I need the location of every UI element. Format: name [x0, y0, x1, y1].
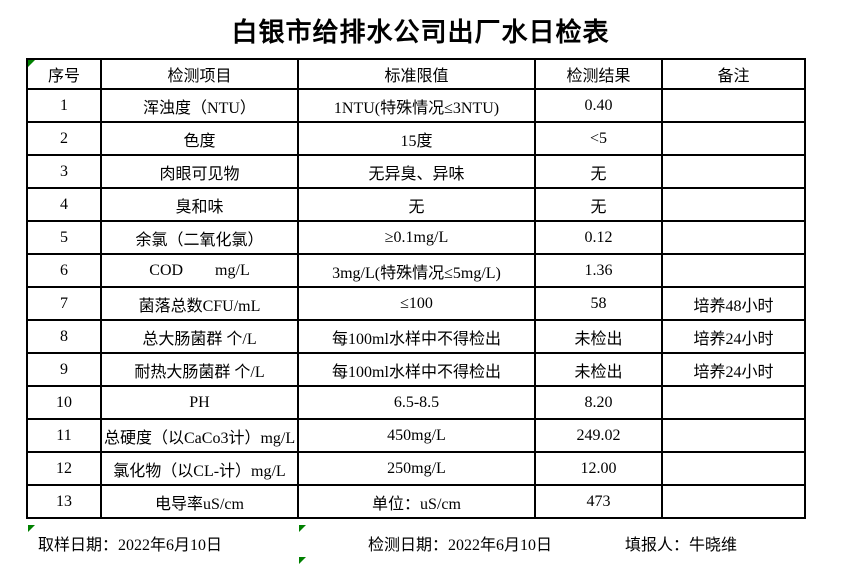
cell-item[interactable]: 色度: [100, 121, 299, 156]
page-title: 白银市给排水公司出厂水日检表: [231, 18, 610, 47]
header-limit: 标准限值: [297, 58, 536, 90]
cell-result[interactable]: 未检出: [534, 352, 663, 387]
table-row: 1 浑浊度（NTU） 1NTU(特殊情况≤3NTU) 0.40: [26, 88, 806, 123]
cell-limit[interactable]: 6.5-8.5: [297, 385, 536, 420]
table-row: 5 余氯（二氧化氯） ≥0.1mg/L 0.12: [26, 220, 806, 255]
cell-item[interactable]: 耐热大肠菌群 个/L: [100, 352, 299, 387]
cell-remark[interactable]: [661, 88, 806, 123]
reporter[interactable]: 填报人：牛晓维: [625, 537, 738, 554]
cell-no[interactable]: 2: [26, 121, 102, 156]
cell-item[interactable]: COD mg/L: [100, 253, 299, 288]
table-row: 10 PH 6.5-8.5 8.20: [26, 385, 806, 420]
cell-item[interactable]: 电导率uS/cm: [100, 484, 299, 519]
cell-remark[interactable]: [661, 451, 806, 486]
cell-limit[interactable]: 无异臭、异味: [297, 154, 536, 189]
cell-item[interactable]: 浑浊度（NTU）: [100, 88, 299, 123]
cell-result[interactable]: 249.02: [534, 418, 663, 453]
excel-error-marker-icon: [28, 525, 35, 532]
cell-result[interactable]: 0.40: [534, 88, 663, 123]
cell-item[interactable]: 总大肠菌群 个/L: [100, 319, 299, 354]
daily-check-table: 序号 检测项目 标准限值 检测结果 备注 1 浑浊度（NTU） 1NTU(特殊情…: [26, 58, 806, 519]
cell-limit[interactable]: 每100ml水样中不得检出: [297, 319, 536, 354]
cell-result[interactable]: 8.20: [534, 385, 663, 420]
table-row: 4 臭和味 无 无: [26, 187, 806, 222]
cell-remark[interactable]: 培养24小时: [661, 352, 806, 387]
cell-result[interactable]: 473: [534, 484, 663, 519]
cell-item[interactable]: 菌落总数CFU/mL: [100, 286, 299, 321]
cell-no[interactable]: 4: [26, 187, 102, 222]
table-row: 12 氯化物（以CL-计）mg/L 250mg/L 12.00: [26, 451, 806, 486]
cell-result[interactable]: 58: [534, 286, 663, 321]
cell-result[interactable]: 未检出: [534, 319, 663, 354]
cell-remark[interactable]: [661, 385, 806, 420]
table-row: 2 色度 15度 <5: [26, 121, 806, 156]
cell-remark[interactable]: 培养24小时: [661, 319, 806, 354]
cell-item[interactable]: PH: [100, 385, 299, 420]
cell-result[interactable]: 1.36: [534, 253, 663, 288]
cell-no[interactable]: 10: [26, 385, 102, 420]
cell-no[interactable]: 7: [26, 286, 102, 321]
table-row: 9 耐热大肠菌群 个/L 每100ml水样中不得检出 未检出 培养24小时: [26, 352, 806, 387]
cell-item[interactable]: 肉眼可见物: [100, 154, 299, 189]
header-row: 序号 检测项目 标准限值 检测结果 备注: [26, 58, 806, 90]
header-no: 序号: [26, 58, 102, 90]
cell-no[interactable]: 9: [26, 352, 102, 387]
table-row: 3 肉眼可见物 无异臭、异味 无: [26, 154, 806, 189]
cell-limit[interactable]: 3mg/L(特殊情况≤5mg/L): [297, 253, 536, 288]
cell-limit[interactable]: 无: [297, 187, 536, 222]
cell-limit[interactable]: 15度: [297, 121, 536, 156]
cell-remark[interactable]: [661, 187, 806, 222]
header-result: 检测结果: [534, 58, 663, 90]
excel-error-marker-icon: [299, 525, 306, 532]
header-item: 检测项目: [100, 58, 299, 90]
table-row: 8 总大肠菌群 个/L 每100ml水样中不得检出 未检出 培养24小时: [26, 319, 806, 354]
cell-item[interactable]: 氯化物（以CL-计）mg/L: [100, 451, 299, 486]
cell-no[interactable]: 12: [26, 451, 102, 486]
cell-remark[interactable]: 培养48小时: [661, 286, 806, 321]
cell-result[interactable]: 12.00: [534, 451, 663, 486]
header-remark: 备注: [661, 58, 806, 90]
cell-item[interactable]: 总硬度（以CaCo3计）mg/L: [100, 418, 299, 453]
table-row: 7 菌落总数CFU/mL ≤100 58 培养48小时: [26, 286, 806, 321]
cell-no[interactable]: 5: [26, 220, 102, 255]
cell-remark[interactable]: [661, 418, 806, 453]
cell-item[interactable]: 臭和味: [100, 187, 299, 222]
cell-result[interactable]: 无: [534, 154, 663, 189]
cell-remark[interactable]: [661, 220, 806, 255]
footer: 取样日期：2022年6月10日 检测日期：2022年6月10日 填报人：牛晓维: [0, 531, 848, 554]
cell-limit[interactable]: 单位：uS/cm: [297, 484, 536, 519]
cell-no[interactable]: 3: [26, 154, 102, 189]
cell-result[interactable]: <5: [534, 121, 663, 156]
excel-error-marker-icon: [28, 60, 35, 67]
cell-limit[interactable]: 1NTU(特殊情况≤3NTU): [297, 88, 536, 123]
cell-remark[interactable]: [661, 121, 806, 156]
cell-no[interactable]: 11: [26, 418, 102, 453]
cell-limit[interactable]: 每100ml水样中不得检出: [297, 352, 536, 387]
cell-result[interactable]: 0.12: [534, 220, 663, 255]
cell-limit[interactable]: 250mg/L: [297, 451, 536, 486]
test-date[interactable]: 检测日期：2022年6月10日: [368, 537, 553, 554]
cell-no[interactable]: 8: [26, 319, 102, 354]
cell-remark[interactable]: [661, 484, 806, 519]
cell-limit[interactable]: ≥0.1mg/L: [297, 220, 536, 255]
cell-limit[interactable]: ≤100: [297, 286, 536, 321]
excel-error-marker-icon: [299, 557, 306, 564]
cell-item[interactable]: 余氯（二氧化氯）: [100, 220, 299, 255]
table-row: 13 电导率uS/cm 单位：uS/cm 473: [26, 484, 806, 519]
cell-limit[interactable]: 450mg/L: [297, 418, 536, 453]
sample-date[interactable]: 取样日期：2022年6月10日: [38, 537, 223, 554]
cell-no[interactable]: 6: [26, 253, 102, 288]
table-row: 6 COD mg/L 3mg/L(特殊情况≤5mg/L) 1.36: [26, 253, 806, 288]
cell-result[interactable]: 无: [534, 187, 663, 222]
cell-remark[interactable]: [661, 253, 806, 288]
cell-no[interactable]: 1: [26, 88, 102, 123]
table-row: 11 总硬度（以CaCo3计）mg/L 450mg/L 249.02: [26, 418, 806, 453]
cell-no[interactable]: 13: [26, 484, 102, 519]
cell-remark[interactable]: [661, 154, 806, 189]
